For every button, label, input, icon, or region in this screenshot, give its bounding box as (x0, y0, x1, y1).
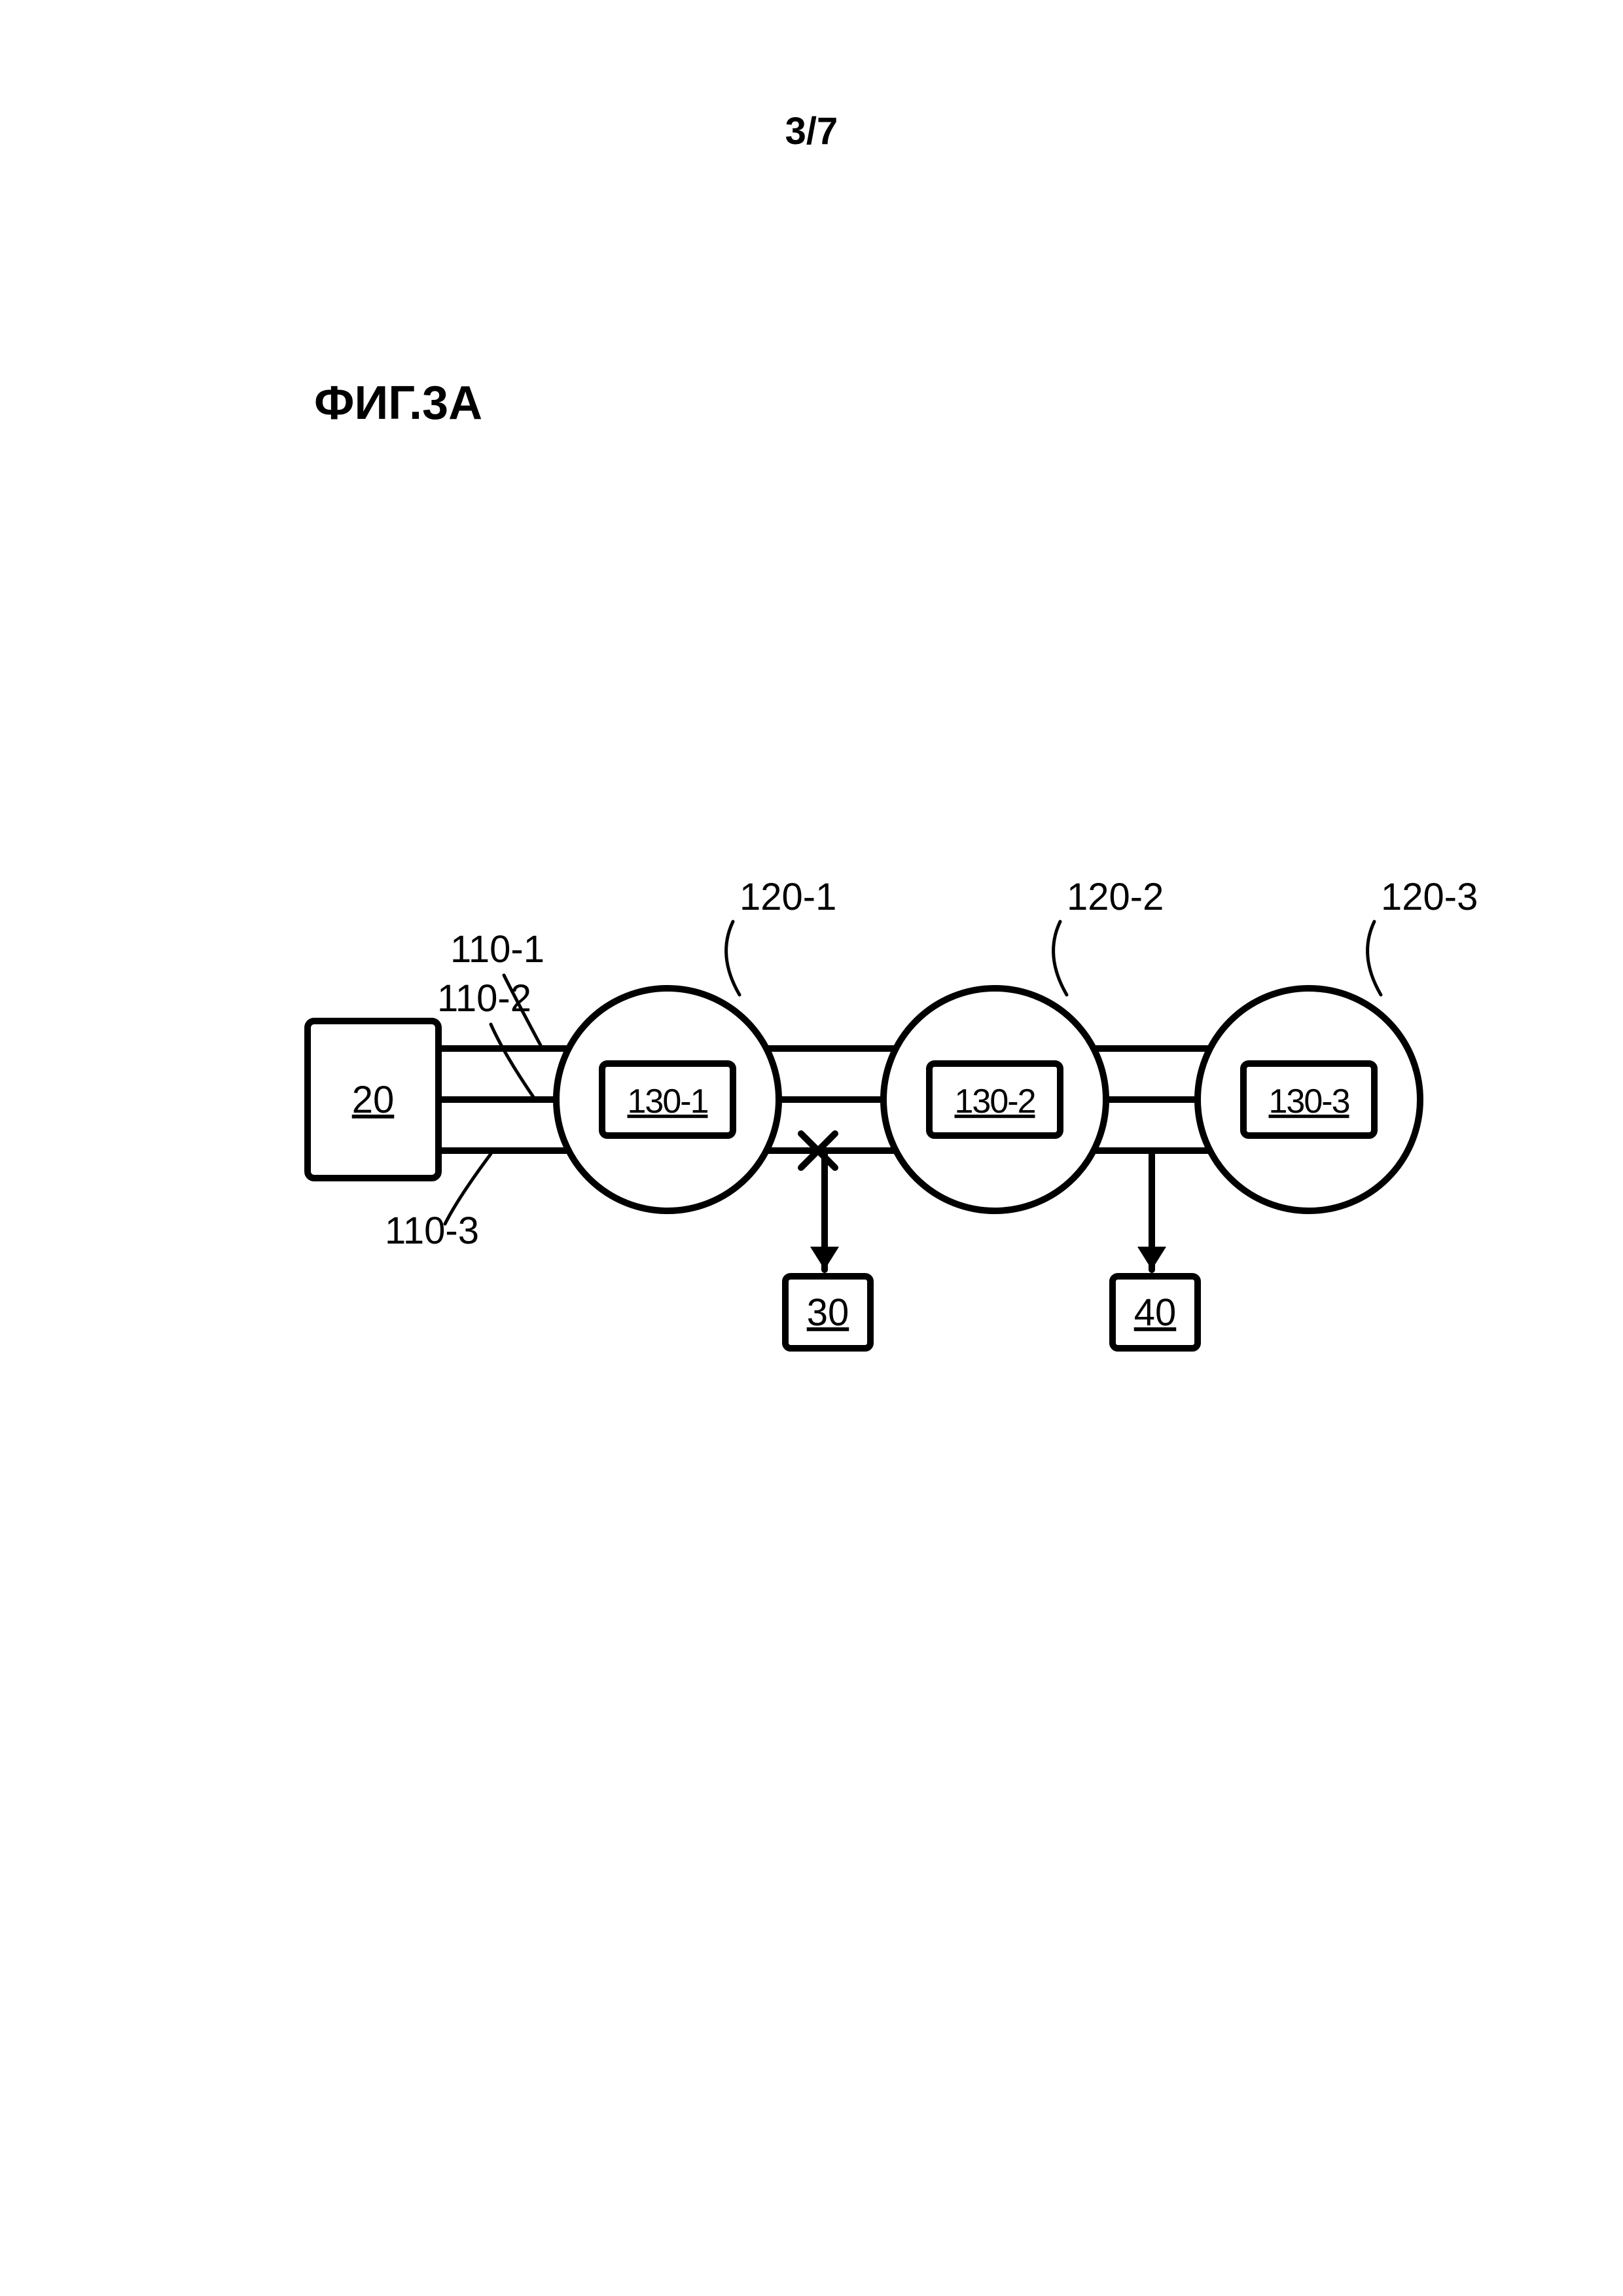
callout-label-120-2: 120-2 (1067, 876, 1164, 918)
block-label-30: 30 (807, 1291, 849, 1334)
inner-label-130-3: 130-3 (1269, 1083, 1349, 1121)
callout-120-2 (1054, 922, 1067, 995)
figure-title: ФИГ.3A (314, 377, 482, 429)
inner-label-130-1: 130-1 (628, 1083, 708, 1121)
callout-120-3 (1368, 922, 1381, 995)
callout-120-1 (726, 922, 740, 995)
block-label-40: 40 (1134, 1291, 1177, 1334)
block-20-label: 20 (352, 1079, 395, 1121)
callout-label-120-3: 120-3 (1381, 876, 1478, 918)
page-number: 3/7 (785, 110, 838, 152)
inner-label-130-2: 130-2 (955, 1083, 1035, 1121)
callout-label-110-3: 110-3 (385, 1210, 479, 1252)
callout-label-110-1: 110-1 (450, 928, 544, 971)
callout-line-110-2 (491, 1024, 533, 1097)
callout-label-110-2: 110-2 (437, 977, 531, 1020)
callout-label-120-1: 120-1 (740, 876, 836, 918)
